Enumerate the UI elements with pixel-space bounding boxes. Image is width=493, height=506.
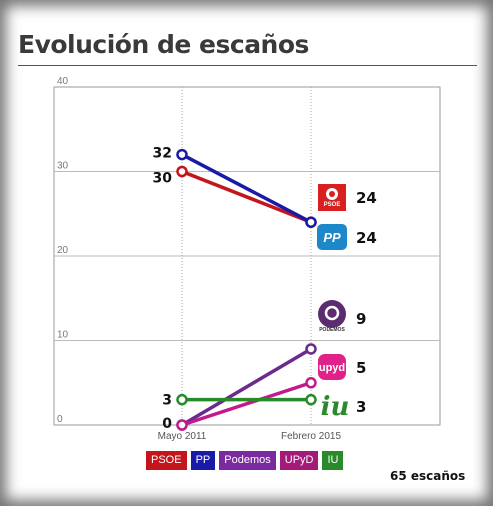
- data-point-upyd: [176, 419, 188, 431]
- legend-item-iu: IU: [322, 451, 344, 470]
- x-tick-label: Mayo 2011: [158, 431, 207, 442]
- chart-title: Evolución de escaños: [18, 30, 309, 59]
- data-label-end-podemos: 9: [356, 310, 366, 328]
- psoe-logo-text: PSOE: [324, 202, 341, 208]
- y-tick-label: 30: [57, 161, 69, 172]
- data-label-end-pp: 24: [356, 229, 377, 247]
- data-point-iu: [305, 393, 317, 406]
- y-tick-label: 40: [57, 76, 69, 87]
- upyd-logo-icon: [318, 354, 346, 380]
- series-line-podemos: [181, 347, 312, 427]
- y-tick-label: 20: [57, 245, 69, 256]
- data-point-upyd: [305, 377, 317, 389]
- iu-logo-icon: iu: [321, 392, 350, 422]
- data-label-start-upyd: 0: [162, 416, 172, 432]
- data-label-end-upyd: 5: [356, 359, 366, 377]
- legend-item-pp: PP: [190, 451, 216, 470]
- data-label-start-psoe: 30: [153, 171, 173, 187]
- data-label-start-pp: 32: [153, 146, 172, 162]
- data-point-pp: [176, 148, 188, 161]
- podemos-ring-icon: [324, 305, 340, 321]
- y-tick-label: 10: [57, 330, 69, 341]
- data-label-end-iu: 3: [356, 398, 366, 416]
- legend: PSOE PP Podemos UPyD IU: [146, 451, 344, 470]
- legend-item-podemos: Podemos: [219, 451, 276, 470]
- total-seats-label: 65 escaños: [390, 469, 466, 483]
- upyd-logo-text: upyd: [319, 362, 345, 374]
- y-tick-label: 0: [57, 414, 63, 425]
- psoe-rose-center-icon: [329, 191, 335, 197]
- series-line-pp: [181, 153, 312, 224]
- legend-item-psoe: PSOE: [146, 451, 187, 470]
- series-line-upyd: [181, 381, 312, 427]
- title-divider: [18, 65, 477, 66]
- data-label-start-iu: 3: [162, 393, 172, 409]
- pp-logo-text: PP: [323, 230, 341, 245]
- data-point-podemos: [305, 343, 317, 355]
- data-point-psoe: [176, 165, 188, 178]
- data-point-iu: [176, 393, 188, 406]
- pp-logo-icon: [317, 224, 347, 250]
- legend-item-upyd: UPyD: [279, 451, 319, 470]
- podemos-logo-text: PODEMOS: [319, 327, 345, 333]
- x-tick-label: Febrero 2015: [281, 431, 341, 442]
- data-label-end-psoe: 24: [356, 189, 377, 207]
- data-point-pp: [305, 216, 317, 228]
- podemos-logo-icon: [318, 300, 346, 328]
- series-line-psoe: [181, 169, 312, 224]
